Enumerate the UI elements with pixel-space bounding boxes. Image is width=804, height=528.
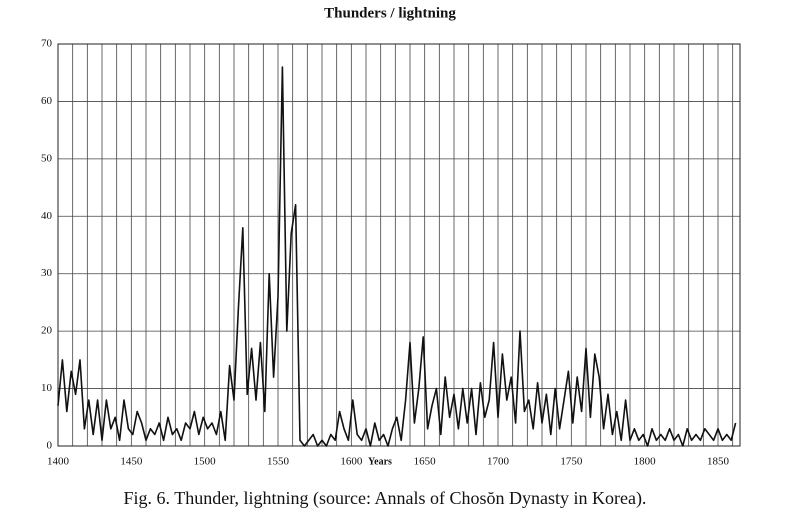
y-tick-label: 10	[41, 382, 53, 394]
x-tick-label: 1750	[560, 456, 583, 468]
x-tick-label: 1500	[194, 456, 217, 468]
x-tick-label: 1650	[414, 456, 437, 468]
y-tick-label: 50	[41, 152, 53, 164]
y-tick-label: 40	[41, 210, 53, 222]
x-tick-label: 1700	[487, 456, 510, 468]
x-tick-label: 1450	[120, 456, 143, 468]
chart-title: Thunders / lightning	[324, 5, 456, 21]
x-tick-label: 1400	[47, 456, 70, 468]
plot-frame	[57, 43, 741, 447]
y-tick-label: 70	[41, 38, 53, 50]
caption: Fig. 6. Thunder, lightning (source: Anna…	[124, 488, 647, 509]
x-axis-label: Years	[368, 456, 392, 467]
data-line	[57, 66, 737, 447]
x-tick-label: 1800	[634, 456, 657, 468]
y-tick-label: 30	[41, 267, 53, 279]
y-tick-label: 20	[41, 325, 53, 337]
x-tick-label: 1550	[267, 456, 290, 468]
x-tick-label: 1850	[707, 456, 730, 468]
y-tick-label: 60	[41, 95, 53, 107]
y-tick-label: 0	[47, 440, 53, 452]
x-tick-label: 1600	[340, 456, 363, 468]
